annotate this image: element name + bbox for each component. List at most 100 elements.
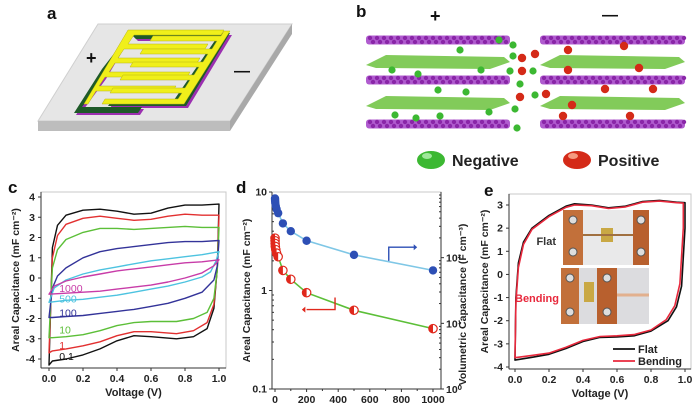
graphene-atom bbox=[433, 39, 439, 45]
graphene-atom bbox=[604, 119, 610, 125]
graphene-atom bbox=[447, 79, 453, 85]
graphene-atom bbox=[670, 123, 676, 129]
graphene-atom bbox=[416, 35, 422, 41]
positive-ion bbox=[517, 66, 527, 76]
graphene-atom bbox=[600, 79, 606, 85]
x-tick-label: 0.6 bbox=[144, 373, 159, 385]
graphene-atom bbox=[377, 39, 383, 45]
cv-curve-500 bbox=[48, 251, 220, 303]
graphene-atom bbox=[433, 123, 439, 129]
active-layer bbox=[366, 55, 510, 69]
screw bbox=[565, 273, 575, 283]
graphene-atom bbox=[548, 75, 554, 81]
graphene-atom bbox=[593, 39, 599, 45]
x-tick-label: 0.2 bbox=[76, 373, 91, 385]
graphene-atom bbox=[635, 39, 641, 45]
negative-ion bbox=[412, 114, 420, 122]
graphene-atom bbox=[653, 119, 659, 125]
y-tick-label: 1 bbox=[29, 252, 35, 264]
graphene-atom bbox=[402, 75, 408, 81]
graphene-atom bbox=[412, 123, 418, 129]
legend-label-bending: Bending bbox=[638, 356, 682, 368]
graphene-atom bbox=[444, 119, 450, 125]
legend-label-flat: Flat bbox=[638, 344, 658, 356]
negative-ion bbox=[462, 88, 470, 96]
legend-positive: Positive bbox=[563, 151, 659, 170]
active-layer bbox=[366, 96, 510, 110]
graphene-atom bbox=[558, 79, 564, 85]
cv-curve-10 bbox=[48, 225, 220, 339]
graphene-atom bbox=[579, 79, 585, 85]
graphene-atom bbox=[500, 75, 506, 81]
x-tick-label: 0.8 bbox=[644, 374, 659, 386]
graphene-atom bbox=[409, 35, 415, 41]
graphene-atom bbox=[569, 75, 575, 81]
graphene-atom bbox=[611, 119, 617, 125]
screw bbox=[636, 247, 646, 257]
graphene-atom bbox=[544, 123, 550, 129]
graphene-atom bbox=[600, 39, 606, 45]
screw bbox=[565, 307, 575, 317]
graphene-atom bbox=[583, 119, 589, 125]
y-tick-label: -1 bbox=[494, 292, 503, 304]
panel-a-plus: + bbox=[86, 48, 97, 68]
graphene-atom bbox=[590, 119, 596, 125]
graphene-atom bbox=[384, 123, 390, 129]
y-tick-label: 0 bbox=[29, 273, 35, 285]
graphene-atom bbox=[489, 79, 495, 85]
graphene-atom bbox=[370, 123, 376, 129]
graphene-atom bbox=[475, 123, 481, 129]
negative-ion bbox=[495, 36, 503, 44]
graphene-atom bbox=[667, 75, 673, 81]
positive-ion bbox=[567, 100, 577, 110]
graphene-atom bbox=[621, 123, 627, 129]
graphene-atom bbox=[381, 75, 387, 81]
scan-rate-annotation: 100 bbox=[59, 307, 77, 319]
graphene-atom bbox=[430, 35, 436, 41]
negative-ion bbox=[529, 67, 537, 75]
x-axis-label: Voltage (V) bbox=[105, 387, 162, 399]
y-tick-label: -4 bbox=[26, 354, 35, 366]
graphene-atom bbox=[384, 79, 390, 85]
graphene-atom bbox=[402, 35, 408, 41]
graphene-atom bbox=[663, 79, 669, 85]
graphene-atom bbox=[562, 119, 568, 125]
graphene-atom bbox=[419, 79, 425, 85]
x-axis-label: Voltage (V) bbox=[572, 388, 629, 400]
areal-point-half bbox=[278, 266, 283, 275]
negative-ion bbox=[506, 67, 514, 75]
y-tick-label: 1 bbox=[261, 285, 267, 297]
positive-ion bbox=[625, 111, 635, 121]
graphene-atom bbox=[646, 119, 652, 125]
graphene-atom bbox=[433, 79, 439, 85]
graphene-atom bbox=[576, 35, 582, 41]
graphene-atom bbox=[565, 39, 571, 45]
y-tick-label: 0 bbox=[497, 269, 503, 281]
negative-ion-icon bbox=[417, 151, 445, 169]
ions bbox=[388, 36, 658, 132]
graphene-atom bbox=[468, 39, 474, 45]
graphene-atom bbox=[604, 35, 610, 41]
inset-label-bending: Bending bbox=[515, 293, 559, 305]
graphene-atom bbox=[618, 119, 624, 125]
negative-ion bbox=[436, 112, 444, 120]
graphene-atom bbox=[593, 79, 599, 85]
volumetric-point bbox=[349, 250, 359, 260]
graphene-atom bbox=[555, 35, 561, 41]
graphene-atom bbox=[565, 79, 571, 85]
positive-ion bbox=[530, 49, 540, 59]
graphene-atom bbox=[632, 75, 638, 81]
areal-point-half bbox=[302, 288, 307, 297]
graphene-atom bbox=[475, 79, 481, 85]
graphene-atom bbox=[635, 123, 641, 129]
graphene-atom bbox=[503, 79, 509, 85]
cv-curve-1000 bbox=[48, 259, 220, 295]
graphene-atom bbox=[482, 123, 488, 129]
graphene-atom bbox=[370, 79, 376, 85]
screw bbox=[602, 307, 612, 317]
x-tick-label: 0.8 bbox=[178, 373, 193, 385]
legend-negative: Negative bbox=[417, 151, 519, 170]
graphene-atom bbox=[586, 123, 592, 129]
graphene-atom bbox=[423, 75, 429, 81]
graphene-atom bbox=[677, 39, 683, 45]
